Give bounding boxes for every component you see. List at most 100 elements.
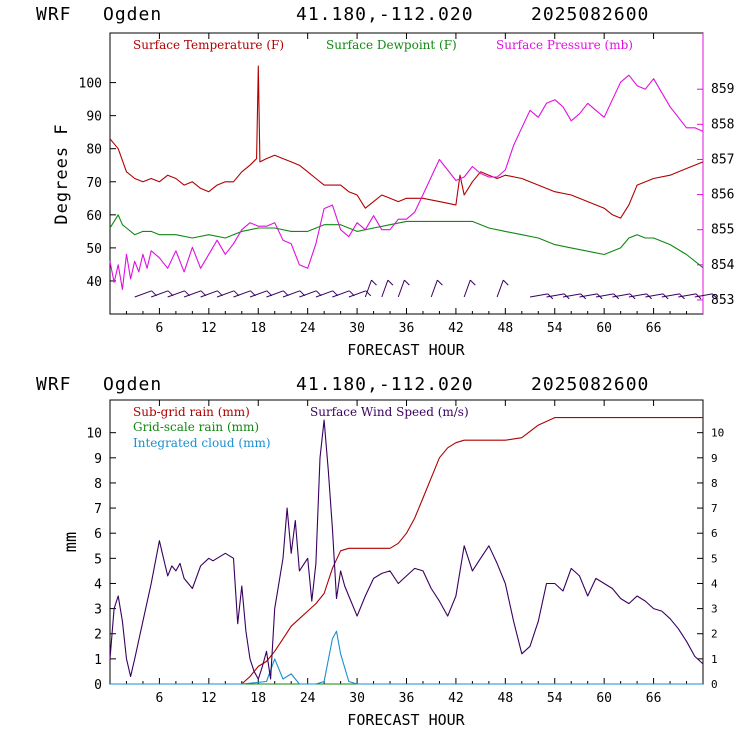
bottom-x-tick-label: 24: [300, 691, 316, 706]
wind-barb: [579, 293, 598, 298]
header-model-bottom: WRF: [36, 374, 72, 395]
wind-barb: [397, 279, 405, 298]
bottom-x-tick-label: 54: [547, 691, 563, 706]
bottom-y-tick-label: 4: [94, 577, 102, 592]
wind-barb-flag: [502, 279, 509, 286]
wind-barb: [694, 293, 713, 298]
wind-barb: [282, 290, 301, 298]
top-x-tick-label: 24: [300, 321, 316, 336]
wind-barb: [463, 279, 471, 298]
wind-barb-flag: [371, 279, 377, 286]
bottom-y-tick-label: 6: [94, 527, 102, 542]
wind-barbs: [134, 279, 718, 300]
wind-barb-flag: [404, 279, 410, 286]
top-x-tick-label: 6: [156, 321, 164, 336]
bottom-x-axis-label: FORECAST HOUR: [347, 711, 465, 729]
wind-barb: [348, 290, 366, 298]
top-y2-tick-label: 859: [711, 82, 734, 97]
legend-cloud: Integrated cloud (mm): [133, 436, 271, 450]
wind-barb-flag: [387, 279, 394, 286]
legend-wind-speed: Surface Wind Speed (m/s): [310, 405, 469, 419]
legend-temperature: Surface Temperature (F): [133, 38, 284, 52]
bottom-y2-tick-label: 10: [711, 427, 724, 440]
wind-barb-flag: [365, 290, 372, 297]
bottom-x-tick-label: 6: [156, 691, 164, 706]
legend-pressure: Surface Pressure (mb): [496, 38, 633, 52]
bottom-y2-tick-label: 0: [711, 678, 718, 691]
top-y-tick-label: 50: [86, 242, 102, 257]
bottom-y2-tick-label: 5: [711, 552, 718, 565]
wind-barb: [661, 293, 680, 298]
top-y2-tick-label: 855: [711, 223, 734, 238]
bottom-x-tick-label: 60: [596, 691, 612, 706]
bottom-y2-tick-label: 1: [711, 653, 718, 666]
top-x-tick-label: 30: [349, 321, 365, 336]
wind-barb: [266, 290, 284, 298]
top-x-tick-label: 54: [547, 321, 563, 336]
bottom-y-tick-label: 9: [94, 452, 102, 467]
bottom-y-tick-label: 5: [94, 552, 102, 567]
wind-barb: [496, 279, 504, 298]
top-series-line-2: [109, 74, 704, 290]
bottom-x-tick-label: 12: [201, 691, 217, 706]
top-y-tick-label: 60: [86, 209, 102, 224]
header-coords-bottom: 41.180,-112.020: [296, 374, 474, 395]
wind-barb: [612, 293, 631, 298]
bottom-y2-tick-label: 8: [711, 477, 718, 490]
bottom-x-tick-label: 66: [646, 691, 662, 706]
top-y-tick-label: 70: [86, 176, 102, 191]
bottom-y-tick-label: 10: [86, 427, 102, 442]
wind-barb: [249, 290, 268, 298]
top-x-axis-label: FORECAST HOUR: [347, 341, 465, 359]
bottom-series: [109, 417, 704, 685]
bottom-x-tick-label: 48: [498, 691, 514, 706]
top-x-tick-label: 36: [399, 321, 415, 336]
header-station-bottom: Ogden: [103, 374, 163, 395]
header-run-top: 2025082600: [531, 4, 650, 25]
wind-barb: [315, 290, 333, 298]
bottom-x-tick-label: 18: [250, 691, 266, 706]
top-series-line-0: [109, 65, 704, 219]
bottom-ticks: 6 12 18 24 30 36 42 48 54 60 660123456789100123456…: [86, 400, 724, 706]
top-x-tick-label: 18: [250, 321, 266, 336]
top-series-line-1: [109, 214, 704, 269]
wind-barb: [529, 293, 548, 298]
bottom-y-tick-label: 8: [94, 477, 102, 492]
bottom-series-line-2: [110, 630, 703, 685]
wind-barb: [562, 293, 581, 298]
header-coords-top: 41.180,-112.020: [296, 4, 474, 25]
wind-barb-flag: [712, 293, 718, 300]
bottom-y-tick-label: 1: [94, 653, 102, 668]
legend-subgrid-rain: Sub-grid rain (mm): [133, 405, 250, 419]
wind-barb: [200, 290, 218, 298]
top-y2-tick-label: 853: [711, 293, 734, 308]
bottom-y2-tick-label: 4: [711, 577, 718, 590]
wind-barb: [167, 290, 185, 298]
top-x-tick-label: 12: [201, 321, 217, 336]
top-y-tick-label: 80: [86, 143, 102, 158]
header-station-top: Ogden: [103, 4, 163, 25]
top-y-tick-label: 40: [86, 275, 102, 290]
top-y2-tick-label: 856: [711, 188, 734, 203]
wind-barb: [216, 290, 235, 298]
bottom-x-tick-label: 42: [448, 691, 464, 706]
bottom-series-line-0: [110, 417, 703, 685]
bottom-y2-tick-label: 2: [711, 628, 718, 641]
wind-barb: [233, 290, 251, 298]
bottom-y-tick-label: 7: [94, 502, 102, 517]
wind-barb: [183, 290, 202, 298]
wind-barb: [151, 290, 169, 298]
bottom-y-axis-label: mm: [61, 532, 81, 552]
bottom-x-tick-label: 36: [399, 691, 415, 706]
top-x-tick-label: 60: [596, 321, 612, 336]
top-y2-tick-label: 858: [711, 117, 734, 132]
bottom-series-line-3: [109, 419, 704, 680]
bottom-y2-tick-label: 6: [711, 527, 718, 540]
wind-barb-flag: [469, 279, 476, 286]
legend-grid-rain: Grid-scale rain (mm): [133, 420, 259, 434]
top-y2-tick-label: 857: [711, 152, 734, 167]
bottom-y-tick-label: 3: [94, 603, 102, 618]
wind-barb: [134, 290, 152, 298]
bottom-y2-tick-label: 3: [711, 603, 718, 616]
